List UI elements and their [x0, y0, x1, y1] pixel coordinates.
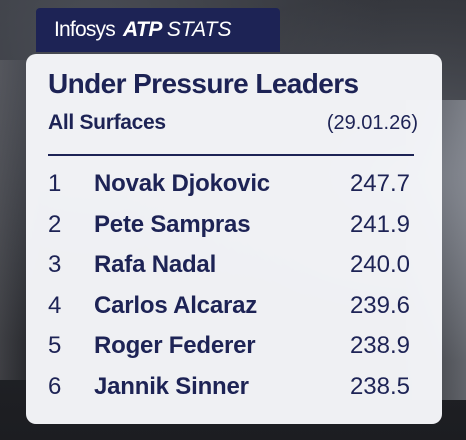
leader-row: 2 Pete Sampras 241.9 — [26, 211, 442, 252]
leader-value: 247.7 — [349, 170, 410, 197]
leader-rank: 6 — [48, 372, 62, 400]
leader-value: 238.9 — [349, 332, 410, 359]
leader-name: Carlos Alcaraz — [94, 291, 258, 319]
leader-name: Novak Djokovic — [94, 170, 270, 197]
brand-header: Infosys ATP STATS — [36, 8, 280, 52]
leader-row: 4 Carlos Alcaraz 239.6 — [26, 292, 442, 333]
leader-rank: 5 — [48, 332, 62, 359]
card-date: (29.01.26) — [326, 112, 418, 134]
leader-value: 239.6 — [349, 291, 410, 319]
leader-value: 238.5 — [349, 372, 410, 400]
leader-row: 6 Jannik Sinner 238.5 — [26, 373, 442, 414]
leader-rank: 3 — [48, 251, 62, 278]
card-title: Under Pressure Leaders — [48, 68, 359, 99]
leader-value: 241.9 — [349, 210, 410, 238]
leader-row: 3 Rafa Nadal 240.0 — [26, 251, 442, 292]
leader-name: Pete Sampras — [94, 210, 251, 238]
stats-label: STATS — [166, 18, 232, 41]
leader-rank: 2 — [48, 210, 62, 238]
leader-row: 1 Novak Djokovic 247.7 — [26, 170, 442, 211]
leader-rank: 4 — [48, 291, 62, 319]
atp-logo: ATP — [122, 18, 162, 41]
sponsor-logo: Infosys — [54, 18, 116, 41]
leader-rank: 1 — [48, 170, 62, 197]
leader-name: Jannik Sinner — [94, 372, 249, 400]
leader-row: 5 Roger Federer 238.9 — [26, 332, 442, 373]
leader-name: Roger Federer — [94, 332, 256, 359]
leaders-card: Under Pressure Leaders All Surfaces (29.… — [26, 54, 442, 424]
card-subtitle: All Surfaces — [48, 111, 166, 134]
leaders-list: 1 Novak Djokovic 247.7 2 Pete Sampras 24… — [26, 170, 442, 413]
leader-name: Rafa Nadal — [94, 251, 217, 278]
divider — [48, 154, 414, 156]
leader-value: 240.0 — [349, 251, 410, 278]
